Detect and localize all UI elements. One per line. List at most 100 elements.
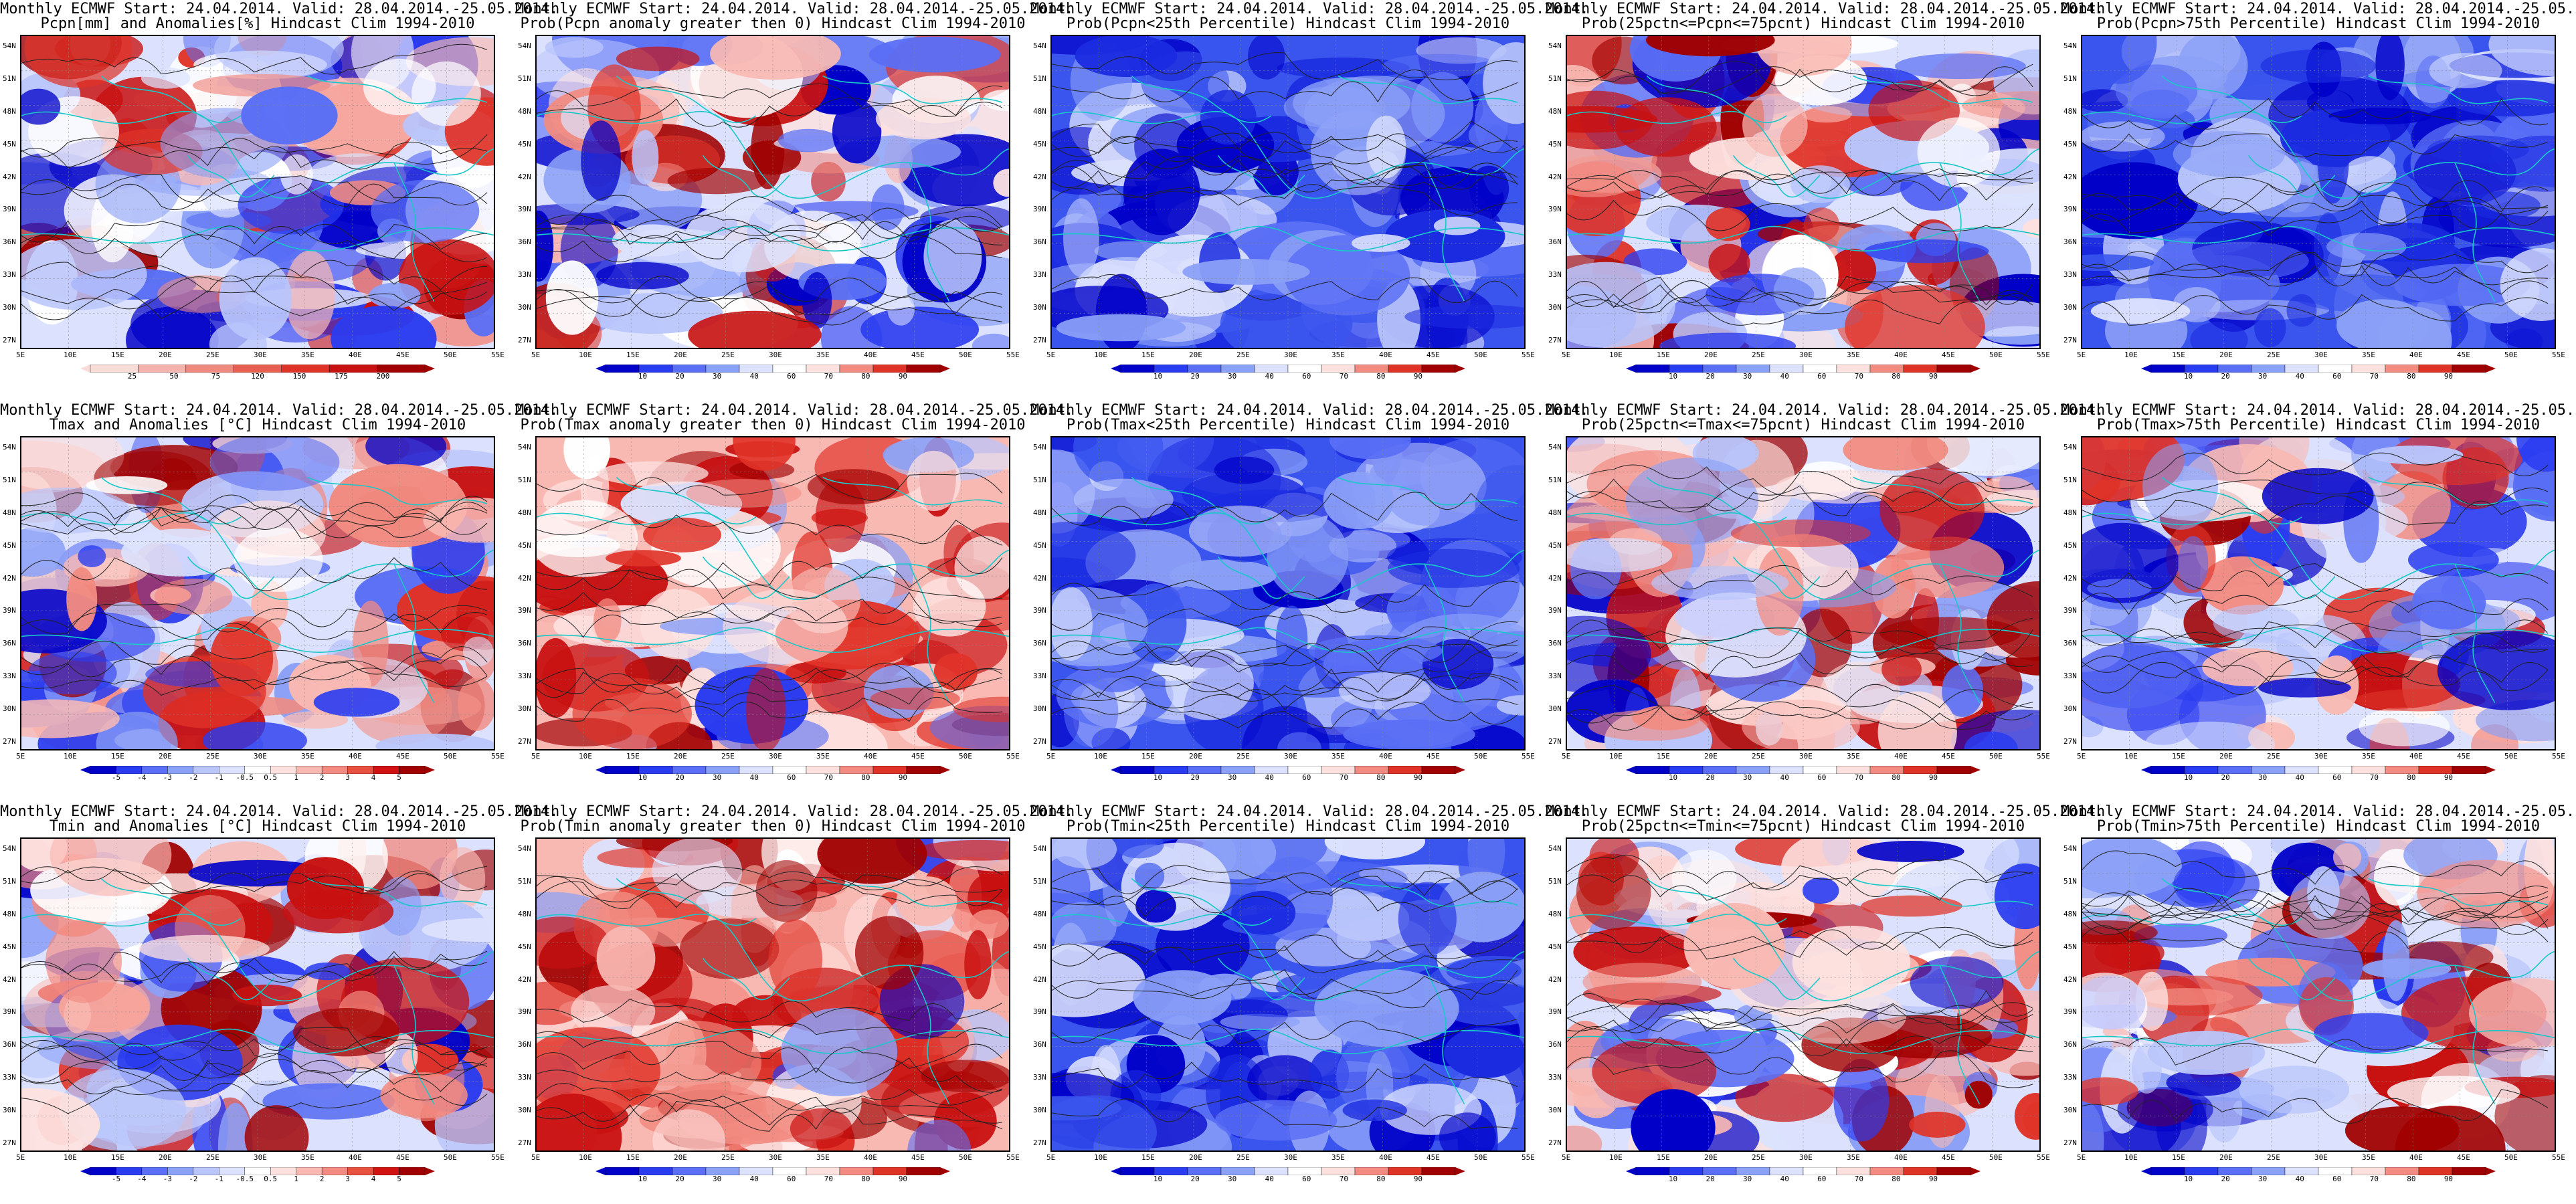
latitude-tick-label: 48N bbox=[2063, 909, 2077, 918]
latitude-tick-label: 51N bbox=[1033, 74, 1046, 83]
longitude-tick-label: 45E bbox=[1427, 1153, 1440, 1162]
longitude-tick-label: 50E bbox=[2504, 1153, 2518, 1162]
colorbar-tick-label: 80 bbox=[861, 372, 870, 381]
map-field bbox=[537, 839, 1009, 1150]
latitude-tick-label: 45N bbox=[518, 540, 531, 550]
latitude-tick-label: 33N bbox=[1548, 1073, 1562, 1082]
colorbar-swatch bbox=[1736, 765, 1770, 775]
colorbar-swatch bbox=[605, 1167, 640, 1176]
latitude-tick-label: 45N bbox=[3, 139, 16, 148]
longitude-tick-label: 15E bbox=[2172, 752, 2185, 761]
latitude-tick-label: 27N bbox=[2063, 737, 2077, 746]
longitude-tick-label: 15E bbox=[2172, 1153, 2185, 1162]
latitude-tick-label: 36N bbox=[1033, 237, 1046, 247]
longitude-tick-label: 25E bbox=[2267, 1153, 2280, 1162]
map-field bbox=[537, 36, 1009, 348]
longitude-tick-label: 50E bbox=[959, 752, 972, 761]
colorbar-tick-label: 30 bbox=[713, 773, 722, 782]
colorbar-tick-label: 60 bbox=[1302, 1175, 1311, 1183]
colorbar-swatch bbox=[2251, 364, 2286, 373]
longitude-tick-label: 35E bbox=[1331, 350, 1345, 359]
longitude-tick-label: 10E bbox=[1609, 1153, 1623, 1162]
colorbar-tick-label: 150 bbox=[292, 372, 306, 381]
colorbar-swatch bbox=[2251, 765, 2286, 775]
longitude-tick-label: 50E bbox=[444, 1153, 457, 1162]
longitude-tick-label: 45E bbox=[2457, 1153, 2470, 1162]
colorbar-swatch bbox=[1635, 765, 1670, 775]
longitude-tick-label: 5E bbox=[1046, 752, 1056, 761]
colorbar-tick-label: -2 bbox=[189, 773, 198, 782]
colorbar-tick-label: 3 bbox=[345, 773, 350, 782]
map-field bbox=[21, 437, 494, 749]
longitude-tick-label: 15E bbox=[111, 1153, 124, 1162]
longitude-tick-label: 40E bbox=[1379, 350, 1392, 359]
latitude-tick-label: 27N bbox=[518, 1138, 531, 1147]
longitude-tick-label: 55E bbox=[2037, 350, 2050, 359]
colorbar-tick-label: 10 bbox=[1153, 773, 1163, 782]
colorbar-tick-label: 30 bbox=[2258, 1175, 2268, 1183]
longitude-tick-label: 25E bbox=[2267, 752, 2280, 761]
latitude-tick-label: 51N bbox=[3, 475, 16, 484]
latitude-tick-label: 33N bbox=[1548, 270, 1562, 280]
colorbar: 10 20 30 40 60 70 80 90 bbox=[595, 1165, 950, 1183]
forecast-map bbox=[2081, 837, 2556, 1152]
latitude-tick-label: 39N bbox=[3, 606, 16, 615]
longitude-tick-label: 20E bbox=[1189, 752, 1202, 761]
colorbar-tick-label: 70 bbox=[1854, 773, 1863, 782]
latitude-tick-label: 54N bbox=[518, 41, 531, 50]
map-field bbox=[537, 437, 1009, 749]
panel-title-line1: Monthly ECMWF Start: 24.04.2014. Valid: … bbox=[2061, 803, 2576, 820]
latitude-tick-label: 33N bbox=[518, 270, 531, 280]
colorbar-tick-label: 70 bbox=[1339, 372, 1348, 381]
longitude-tick-label: 50E bbox=[1989, 350, 2003, 359]
latitude-tick-label: 30N bbox=[1033, 704, 1046, 714]
latitude-tick-label: 36N bbox=[518, 1040, 531, 1049]
colorbar-tick-label: 3 bbox=[345, 1175, 350, 1183]
longitude-tick-label: 5E bbox=[2077, 350, 2086, 359]
colorbar: -5 -4 -3 -2 -1 -0.5 0.5 1 2 3 4 5 bbox=[80, 764, 435, 782]
colorbar-tick-label: 90 bbox=[1413, 773, 1423, 782]
longitude-tick-label: 5E bbox=[1046, 350, 1056, 359]
latitude-tick-label: 36N bbox=[3, 639, 16, 648]
longitude-tick-label: 15E bbox=[626, 350, 640, 359]
colorbar-tick-label: 20 bbox=[675, 773, 684, 782]
panel-title-line2: Prob(25pctn<=Pcpn<=75pcnt) Hindcast Clim… bbox=[1581, 15, 2025, 32]
latitude-tick-label: 36N bbox=[1033, 1040, 1046, 1049]
longitude-tick-label: 50E bbox=[1474, 752, 1487, 761]
latitude-tick-label: 30N bbox=[3, 303, 16, 312]
forecast-map bbox=[535, 35, 1010, 349]
colorbar-tick-label: 40 bbox=[1780, 773, 1789, 782]
colorbar-tick-label: -3 bbox=[163, 1175, 172, 1183]
latitude-tick-label: 45N bbox=[3, 540, 16, 550]
longitude-tick-label: 20E bbox=[674, 350, 687, 359]
colorbar-tick-label: 70 bbox=[1854, 1175, 1863, 1183]
longitude-tick-label: 10E bbox=[64, 752, 77, 761]
longitude-tick-label: 45E bbox=[1942, 752, 1955, 761]
colorbar-tick-label: 60 bbox=[2332, 1175, 2342, 1183]
latitude-tick-label: 39N bbox=[1548, 1007, 1562, 1017]
latitude-tick-label: 45N bbox=[1033, 139, 1046, 148]
colorbar-swatch bbox=[1421, 364, 1456, 373]
colorbar-tick-label: 4 bbox=[371, 1175, 376, 1183]
longitude-tick-label: 35E bbox=[2362, 1153, 2375, 1162]
colorbar-tick-label: 90 bbox=[1413, 1175, 1423, 1183]
latitude-tick-label: 48N bbox=[2063, 106, 2077, 116]
map-field bbox=[1567, 437, 2039, 749]
longitude-tick-label: 25E bbox=[206, 752, 219, 761]
colorbar: 10 20 30 40 60 70 80 90 bbox=[1626, 1165, 1981, 1183]
latitude-tick-label: 48N bbox=[1033, 909, 1046, 918]
colorbar-tick-label: 60 bbox=[787, 372, 796, 381]
colorbar: 10 20 30 40 60 70 80 90 bbox=[1626, 363, 1981, 381]
colorbar-tick-label: 60 bbox=[787, 773, 796, 782]
colorbar-swatch bbox=[806, 765, 840, 775]
latitude-tick-label: 42N bbox=[518, 975, 531, 984]
latitude-tick-label: 30N bbox=[1548, 303, 1562, 312]
colorbar: 10 20 30 40 60 70 80 90 bbox=[1626, 764, 1981, 782]
latitude-tick-label: 51N bbox=[2063, 876, 2077, 886]
latitude-tick-label: 33N bbox=[3, 672, 16, 681]
longitude-tick-label: 55E bbox=[1006, 1153, 1020, 1162]
forecast-map bbox=[1566, 436, 2041, 750]
colorbar-swatch bbox=[2351, 364, 2386, 373]
latitude-tick-label: 54N bbox=[3, 443, 16, 452]
colorbar-tick-label: 40 bbox=[1780, 372, 1789, 381]
